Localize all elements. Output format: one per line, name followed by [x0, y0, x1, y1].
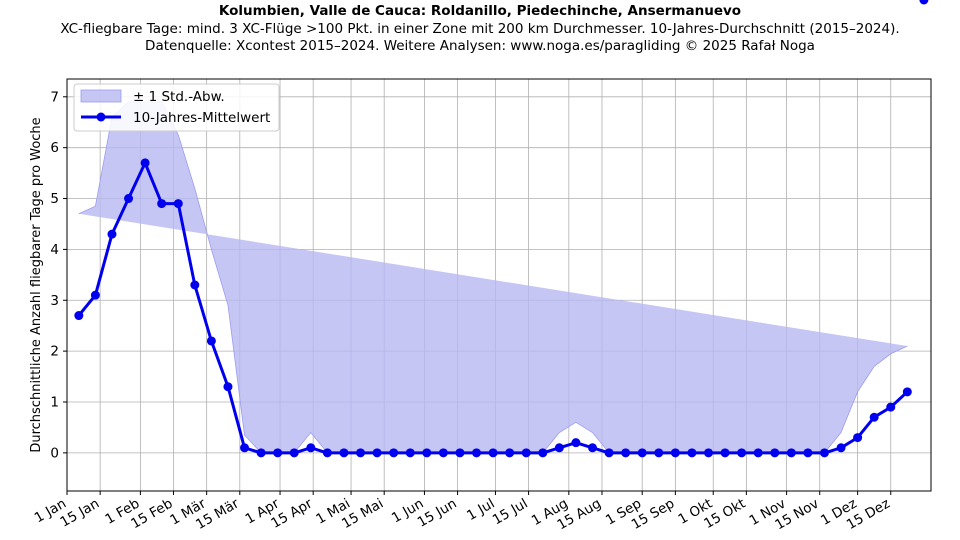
- data-point: [604, 448, 614, 458]
- data-point: [720, 448, 730, 458]
- data-point: [621, 448, 631, 458]
- data-point: [289, 448, 299, 458]
- data-point: [422, 448, 432, 458]
- data-markers: [74, 0, 929, 458]
- data-point: [571, 438, 581, 448]
- data-point: [588, 443, 598, 453]
- data-point: [886, 402, 896, 412]
- y-tick-label: 4: [50, 242, 59, 258]
- data-point: [455, 448, 465, 458]
- y-tick-label: 6: [50, 140, 59, 156]
- chart-subtitle-definition: XC-fliegbare Tage: mind. 3 XC-Flüge >100…: [60, 21, 900, 37]
- data-point: [173, 199, 183, 209]
- y-tick-label: 5: [50, 191, 59, 207]
- data-point: [206, 336, 216, 346]
- data-point: [521, 448, 531, 458]
- data-point: [703, 448, 713, 458]
- data-point: [737, 448, 747, 458]
- legend-band-swatch: [80, 89, 122, 103]
- data-point: [786, 448, 796, 458]
- y-axis-label: Durchschnittliche Anzahl fliegbarer Tage…: [29, 117, 44, 452]
- data-point: [902, 387, 912, 397]
- y-tick-label: 7: [50, 89, 59, 105]
- legend-line-label: 10-Jahres-Mittelwert: [133, 110, 270, 126]
- data-point: [554, 443, 564, 453]
- data-point: [306, 443, 316, 453]
- plot-frame: [66, 78, 932, 492]
- legend-box: [73, 83, 280, 132]
- chart-title: Kolumbien, Valle de Cauca: Roldanillo, P…: [218, 3, 742, 19]
- data-point: [869, 412, 879, 422]
- data-point: [472, 448, 482, 458]
- y-tick-label: 3: [50, 293, 59, 309]
- chart-subtitle-source: Datenquelle: Xcontest 2015–2024. Weitere…: [145, 38, 815, 54]
- data-point: [803, 448, 813, 458]
- x-tick-label: 15 Jul: [490, 496, 531, 529]
- data-point: [538, 448, 548, 458]
- data-point: [670, 448, 680, 458]
- std-dev-band: [78, 101, 908, 454]
- data-point: [770, 448, 780, 458]
- data-point: [836, 443, 846, 453]
- data-point: [190, 280, 200, 290]
- data-point: [405, 448, 415, 458]
- data-point: [654, 448, 664, 458]
- data-point: [753, 448, 763, 458]
- data-point: [140, 158, 150, 168]
- data-point: [322, 448, 332, 458]
- legend-marker-swatch: [96, 112, 106, 122]
- data-point: [223, 382, 233, 392]
- data-point: [107, 229, 117, 239]
- legend-band-label: ± 1 Std.-Abw.: [133, 89, 225, 105]
- data-point: [919, 0, 929, 5]
- data-point: [90, 290, 100, 300]
- data-point: [124, 194, 134, 204]
- data-point: [505, 448, 515, 458]
- data-point: [372, 448, 382, 458]
- data-point: [256, 448, 266, 458]
- data-point: [273, 448, 283, 458]
- y-tick-label: 1: [50, 394, 59, 410]
- data-point: [853, 433, 863, 443]
- data-point: [488, 448, 498, 458]
- data-point: [356, 448, 366, 458]
- data-point: [240, 443, 250, 453]
- y-axis-ticks: 0 1 2 3 4 5 6 7: [50, 89, 67, 461]
- data-point: [339, 448, 349, 458]
- data-point: [389, 448, 399, 458]
- data-point: [687, 448, 697, 458]
- legend: ± 1 Std.-Abw. 10-Jahres-Mittelwert: [73, 83, 280, 132]
- data-point: [74, 311, 84, 321]
- data-point: [637, 448, 647, 458]
- data-point: [157, 199, 167, 209]
- data-point: [819, 448, 829, 458]
- y-tick-label: 2: [50, 344, 59, 360]
- x-tick-label: 15 Jan: [58, 496, 103, 531]
- y-tick-label: 0: [50, 445, 59, 461]
- data-point: [438, 448, 448, 458]
